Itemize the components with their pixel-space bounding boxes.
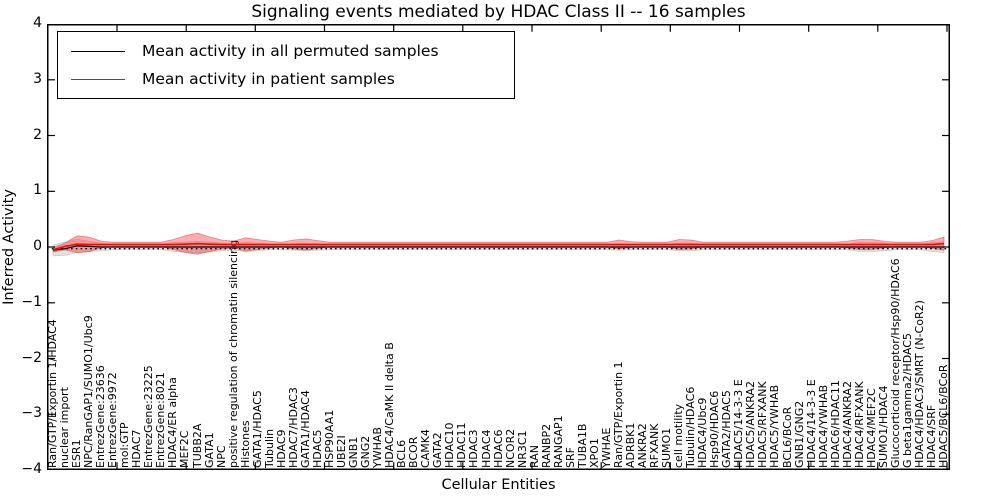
x-category-label: RANBP2 (539, 423, 553, 468)
x-category-label: HDAC6 (491, 429, 505, 468)
x-category-label: positive regulation of chromatin silenci… (226, 239, 240, 468)
x-category-label: XPO1 (587, 438, 601, 468)
x-category-label: HDAC4 (479, 429, 493, 468)
y-tick-label: −4 (21, 461, 42, 477)
x-category-label: HDAC4/14-3-3 E (804, 379, 818, 468)
legend: Mean activity in all permuted samples Me… (57, 31, 515, 99)
x-category-label: HDAC4/MEF2C (864, 388, 878, 468)
x-axis-label: Cellular Entities (441, 477, 556, 493)
x-category-label: Histones (238, 420, 252, 468)
x-category-label: HDAC4/RFXANK (852, 381, 866, 468)
legend-label-permuted: Mean activity in all permuted samples (142, 42, 439, 60)
x-category-label: TUBB2A (190, 423, 204, 468)
x-category-label: GATA1 (202, 432, 216, 468)
x-category-label: NPC (214, 445, 228, 468)
y-tick-label: 4 (33, 15, 42, 31)
legend-entry-permuted: Mean activity in all permuted samples (71, 42, 500, 60)
x-category-label: HDAC6/HDAC11 (828, 380, 842, 468)
legend-line-swatch-red (71, 78, 125, 80)
x-category-label: HDAC4/YWHAB (816, 384, 830, 468)
x-category-label: RANGAP1 (551, 415, 565, 468)
y-tick-label: 1 (33, 182, 42, 199)
x-category-label: Glucocorticoid receptor/Hsp90/HDAC6 (888, 258, 902, 468)
x-category-label: NR3C1 (515, 430, 529, 468)
x-category-label: HDAC5/YWHAB (768, 384, 782, 468)
plot-area: Ran/GTP/Exportin 1/HDAC4 nuclear import ES… (46, 24, 950, 470)
x-category-label: GATA1/HDAC5 (250, 390, 264, 468)
legend-line-swatch-black (71, 50, 125, 52)
y-tick-label: −1 (21, 293, 42, 310)
x-category-label: HDAC4/ANKRA2 (840, 381, 854, 468)
x-category-label: SRF (563, 447, 577, 468)
legend-entry-patient: Mean activity in patient samples (71, 70, 500, 88)
y-tick-label: 3 (33, 70, 42, 87)
y-tick-label: 2 (33, 126, 42, 143)
chart-title: Signaling events mediated by HDAC Class … (251, 2, 746, 22)
y-tick-label: −3 (21, 405, 42, 422)
x-category-label: NCOR2 (503, 428, 517, 468)
x-category-label: Tubulin (262, 428, 276, 468)
x-category-label: MEF2C (178, 430, 192, 468)
x-category-label: GNB1/GNG2 (792, 400, 806, 468)
y-tick-label: −2 (21, 349, 42, 366)
x-category-label: SUMO1/HDAC4 (876, 385, 890, 468)
x-category-label: HDAC9 (274, 429, 288, 468)
x-category-label: TUBA1B (575, 423, 589, 468)
x-category-label: HDAC7/HDAC3 (286, 387, 300, 468)
x-category-label: BCL6/BCoR (780, 406, 794, 468)
x-category-label: RAN (527, 445, 541, 468)
x-category-label: HDAC3 (467, 429, 481, 468)
y-tick-label: 0 (33, 238, 42, 254)
legend-label-patient: Mean activity in patient samples (142, 70, 395, 88)
x-category-label: HDAC5/BCL6/BCoR (937, 364, 950, 468)
